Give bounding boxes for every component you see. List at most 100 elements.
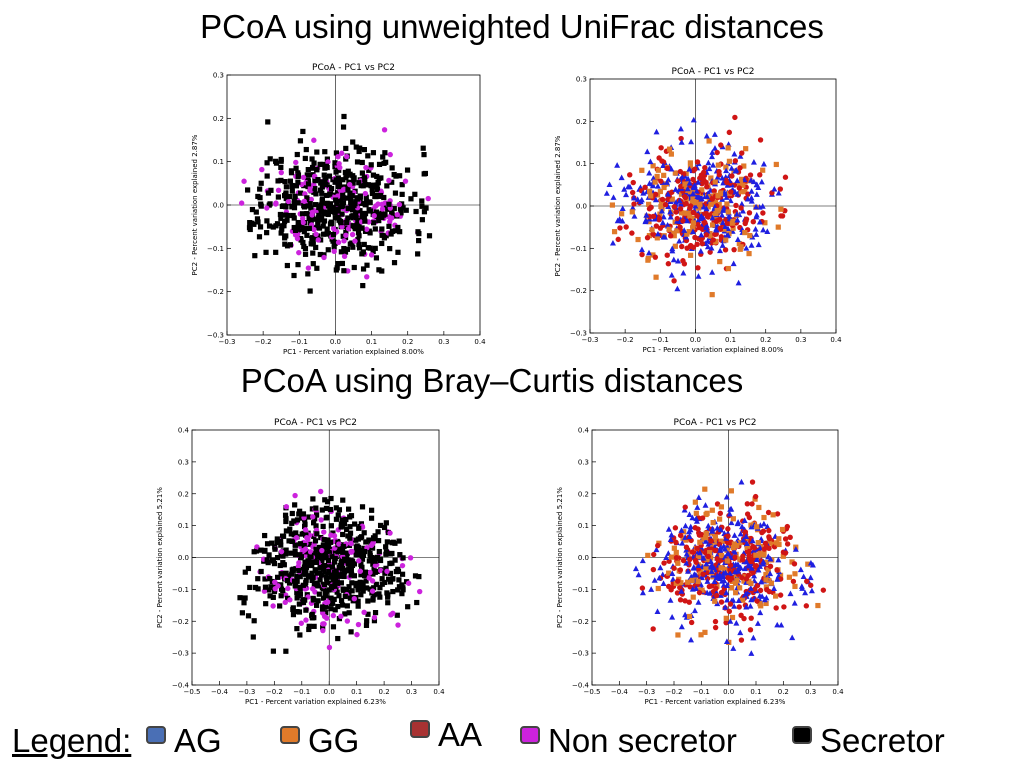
point-secretor xyxy=(377,594,383,600)
point-secretor xyxy=(312,186,318,192)
point-secretor xyxy=(371,618,378,624)
point-ag xyxy=(667,213,674,220)
point-ag xyxy=(667,208,674,215)
point-ag xyxy=(743,540,750,547)
point-ag xyxy=(719,219,726,226)
point-ag xyxy=(680,269,687,276)
point-aa xyxy=(713,592,720,599)
point-ag xyxy=(703,560,710,567)
point-ag xyxy=(704,227,711,234)
point-secretor xyxy=(376,548,382,555)
point-aa xyxy=(725,574,731,581)
point-aa xyxy=(744,501,751,507)
point-aa xyxy=(718,599,725,605)
point-aa xyxy=(694,241,700,248)
point-secretor xyxy=(304,195,310,201)
point-ag xyxy=(724,550,731,557)
point-secretor xyxy=(284,262,290,269)
y-tick-label: −0.1 xyxy=(572,586,589,594)
point-secretor xyxy=(364,262,370,268)
point-secretor xyxy=(421,209,428,215)
point-secretor xyxy=(297,508,303,514)
point-secretor xyxy=(346,589,352,595)
point-ag xyxy=(743,533,750,540)
point-secretor xyxy=(391,260,398,266)
point-non-secretor xyxy=(343,232,349,238)
point-non-secretor xyxy=(341,253,348,260)
point-secretor xyxy=(305,574,312,580)
point-secretor xyxy=(284,595,291,601)
point-secretor xyxy=(291,215,297,221)
point-secretor xyxy=(262,584,269,590)
point-gg xyxy=(763,577,769,583)
point-ag xyxy=(709,525,716,532)
point-secretor xyxy=(327,221,334,227)
point-secretor xyxy=(283,184,289,190)
point-gg xyxy=(715,162,721,168)
point-ag xyxy=(634,196,641,202)
point-secretor xyxy=(361,548,368,555)
point-secretor xyxy=(316,544,322,551)
point-non-secretor xyxy=(321,254,327,261)
point-secretor xyxy=(287,242,293,248)
point-aa xyxy=(642,184,648,190)
y-tick-label: 0.1 xyxy=(213,158,224,166)
point-ag xyxy=(764,228,771,234)
point-ag xyxy=(745,561,752,568)
point-secretor xyxy=(383,544,389,550)
x-tick-label: 0.2 xyxy=(778,688,789,696)
point-secretor xyxy=(333,505,339,511)
x-tick-label: −0.3 xyxy=(238,688,255,696)
point-non-secretor xyxy=(287,597,293,603)
point-secretor xyxy=(305,181,312,187)
point-aa xyxy=(679,243,685,250)
point-gg xyxy=(768,580,775,586)
point-gg xyxy=(709,292,715,298)
point-aa xyxy=(658,145,664,151)
point-aa xyxy=(677,567,684,573)
point-secretor xyxy=(300,511,307,517)
point-gg xyxy=(702,629,708,635)
point-non-secretor xyxy=(336,160,342,167)
point-ag xyxy=(642,218,649,225)
point-non-secretor xyxy=(349,231,356,238)
point-non-secretor xyxy=(275,583,281,589)
point-non-secretor xyxy=(293,535,300,541)
point-secretor xyxy=(313,191,319,197)
point-gg xyxy=(723,615,729,621)
point-secretor xyxy=(336,167,342,173)
x-axis-label: PC1 - Percent variation explained 8.00% xyxy=(643,346,784,354)
point-ag xyxy=(704,243,711,250)
point-secretor xyxy=(303,580,309,586)
point-secretor xyxy=(270,648,277,654)
y-axis-label: PC2 - Percent variation explained 5.21% xyxy=(556,487,564,628)
point-gg xyxy=(685,180,691,186)
point-secretor xyxy=(328,606,334,612)
point-gg xyxy=(682,184,688,190)
point-secretor xyxy=(347,190,353,196)
point-secretor xyxy=(360,266,367,272)
point-aa xyxy=(724,179,730,186)
point-aa xyxy=(686,599,692,605)
point-aa xyxy=(778,213,784,219)
point-secretor xyxy=(319,196,325,202)
point-secretor xyxy=(386,223,392,229)
point-secretor xyxy=(340,497,346,503)
point-secretor xyxy=(297,584,303,590)
point-secretor xyxy=(367,586,373,592)
point-non-secretor xyxy=(335,239,342,246)
point-secretor xyxy=(316,212,322,219)
point-secretor xyxy=(309,570,315,576)
point-secretor xyxy=(299,211,306,217)
point-non-secretor xyxy=(278,169,284,176)
point-secretor xyxy=(369,186,375,193)
point-aa xyxy=(731,246,737,253)
point-secretor xyxy=(294,224,301,231)
point-secretor xyxy=(335,603,341,610)
unifrac-secretor-plot: PCoA - PC1 vs PC2−0.3 −0.2 −0.1 0.0 0.1 0.2 0.… xyxy=(191,63,486,356)
point-secretor xyxy=(333,267,339,273)
point-ag xyxy=(731,150,738,157)
point-gg xyxy=(760,552,767,558)
point-ag xyxy=(720,573,727,579)
point-aa xyxy=(644,235,651,241)
